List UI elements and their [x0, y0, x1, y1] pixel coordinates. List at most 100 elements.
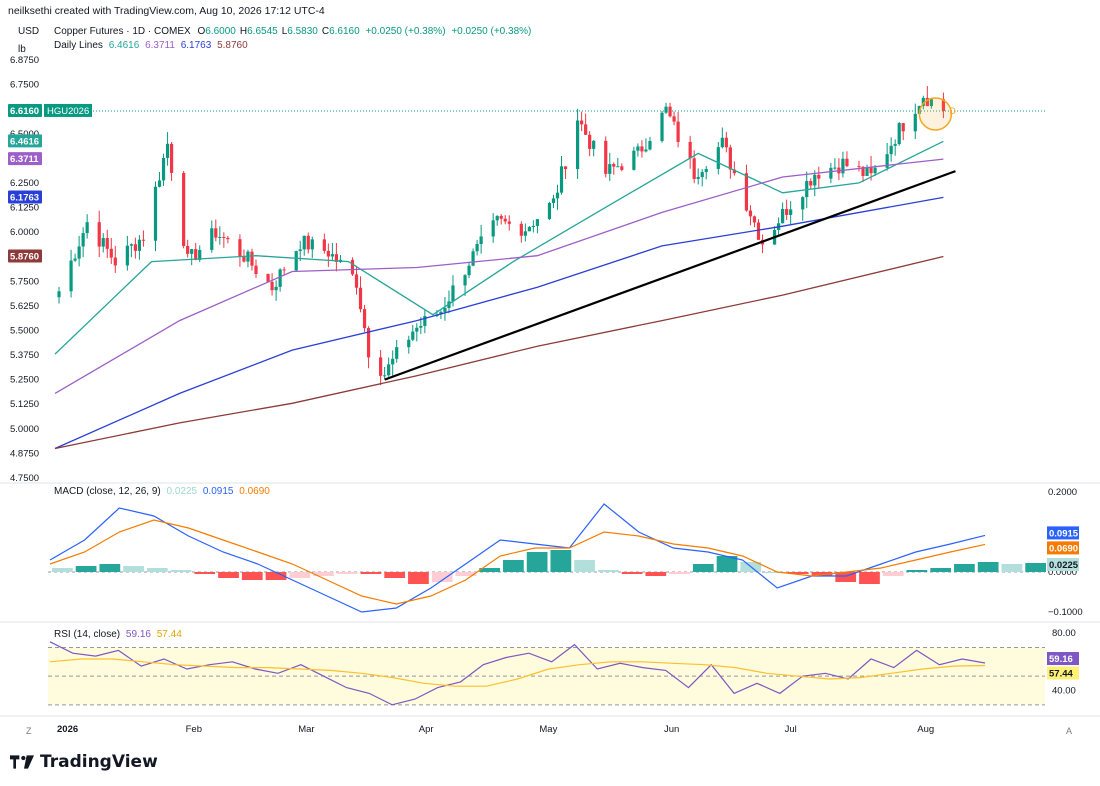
candle — [833, 167, 837, 169]
candle — [660, 112, 664, 142]
macd-histogram-bar — [669, 572, 690, 574]
candle — [913, 113, 917, 132]
candle — [616, 166, 620, 168]
candle — [499, 215, 503, 219]
candle — [885, 154, 889, 168]
candle — [813, 174, 817, 186]
candle — [302, 235, 306, 250]
rsi-badge-text: 59.16 — [1049, 654, 1073, 665]
candle — [861, 166, 865, 176]
candle — [495, 215, 499, 221]
ma3-value: 6.1763 — [180, 40, 212, 51]
ma2-value: 6.3711 — [145, 40, 175, 51]
timezone-corner[interactable]: Z — [26, 726, 32, 736]
candle — [929, 99, 933, 107]
time-axis-tick: Jun — [664, 724, 679, 735]
macd-histogram-bar — [289, 572, 311, 578]
time-axis-tick: Mar — [298, 724, 314, 735]
price-axis-tick: 5.6250 — [10, 301, 39, 312]
hist-badge — [1047, 558, 1079, 571]
candle — [330, 254, 334, 257]
candle — [415, 327, 419, 332]
macd-histogram-bar — [194, 572, 216, 574]
candle — [781, 208, 785, 224]
daily-lines-label: Daily Lines — [54, 40, 103, 51]
ma2-badge-text: 6.3711 — [10, 154, 39, 165]
last-price-badge — [8, 103, 42, 117]
candle — [700, 172, 704, 178]
candle — [153, 186, 158, 241]
macd-badge — [1047, 526, 1079, 540]
price-axis-tick: 6.7500 — [10, 80, 39, 91]
candle — [588, 134, 592, 149]
macd-legend: MACD (close, 12, 26, 9) 0.0225 0.0915 0.… — [54, 486, 270, 497]
candle — [362, 309, 367, 329]
candle — [531, 225, 535, 228]
macd-histogram-bar — [75, 566, 97, 572]
candle — [507, 221, 511, 224]
auto-scale-corner[interactable]: A — [1066, 726, 1073, 736]
macd-histogram-bar — [503, 560, 524, 572]
ma4-badge-text: 5.8760 — [10, 252, 39, 263]
candle — [789, 209, 793, 215]
candle — [322, 239, 326, 251]
tradingview-logo-icon — [10, 755, 34, 769]
time-axis-tick: Apr — [419, 724, 434, 735]
macd-histogram-bar — [265, 572, 287, 580]
candle — [555, 192, 560, 199]
ma1-line — [54, 140, 944, 355]
candle — [580, 120, 584, 125]
macd-axis-tick: 0.2000 — [1048, 487, 1077, 498]
macd-histogram-bar — [906, 570, 928, 572]
hist-badge-text: 0.0225 — [1049, 560, 1079, 571]
candle — [576, 120, 580, 170]
ohlc-item: C6.6160 — [321, 26, 360, 37]
candle — [354, 274, 359, 288]
candle — [748, 210, 753, 217]
macd-histogram-bar — [218, 572, 239, 578]
candle — [901, 123, 905, 132]
candle — [608, 164, 612, 174]
candle — [640, 146, 644, 152]
candle — [752, 216, 757, 223]
candle — [584, 124, 588, 135]
rsi-ma-value: 57.44 — [156, 629, 182, 640]
candle — [222, 236, 226, 238]
rsi-badge — [1047, 652, 1079, 666]
ma1-badge-text: 6.4616 — [10, 136, 39, 147]
price-axis-tick: 6.0000 — [10, 227, 39, 238]
candle — [254, 265, 258, 274]
candle — [226, 237, 230, 240]
macd-value: 0.0915 — [202, 486, 234, 497]
candle — [551, 198, 556, 203]
candle — [379, 357, 383, 376]
trendline — [384, 170, 956, 381]
price-axis-tick: 6.2500 — [10, 178, 39, 189]
change-value-2: +0.0250 (+0.38%) — [451, 26, 532, 37]
macd-histogram-bar — [977, 562, 999, 572]
candle — [664, 106, 668, 113]
price-axis-tick: 6.8750 — [10, 55, 39, 66]
candle — [744, 173, 749, 211]
macd-label: MACD (close, 12, 26, 9) — [54, 486, 161, 497]
ma3-badge-text: 6.1763 — [10, 192, 39, 203]
ma2-line — [54, 158, 944, 394]
macd-histogram-bar — [1001, 564, 1023, 572]
candle — [451, 285, 455, 302]
macd-hist-value: 0.0225 — [166, 486, 198, 497]
candle — [157, 180, 162, 187]
time-axis-tick: May — [539, 724, 557, 735]
macd-histogram-bar — [954, 564, 975, 572]
candle — [535, 219, 539, 226]
candle — [716, 147, 720, 169]
unit-label: lb — [18, 44, 26, 55]
price-axis-tick: 5.3750 — [10, 350, 39, 361]
rsi-axis-tick: 40.00 — [1052, 686, 1076, 697]
macd-histogram-bar — [384, 572, 406, 578]
macd-badge-text: 0.0915 — [1049, 528, 1079, 539]
candle — [841, 158, 845, 174]
candle — [503, 218, 507, 222]
candle — [238, 239, 242, 257]
candle — [688, 141, 692, 159]
